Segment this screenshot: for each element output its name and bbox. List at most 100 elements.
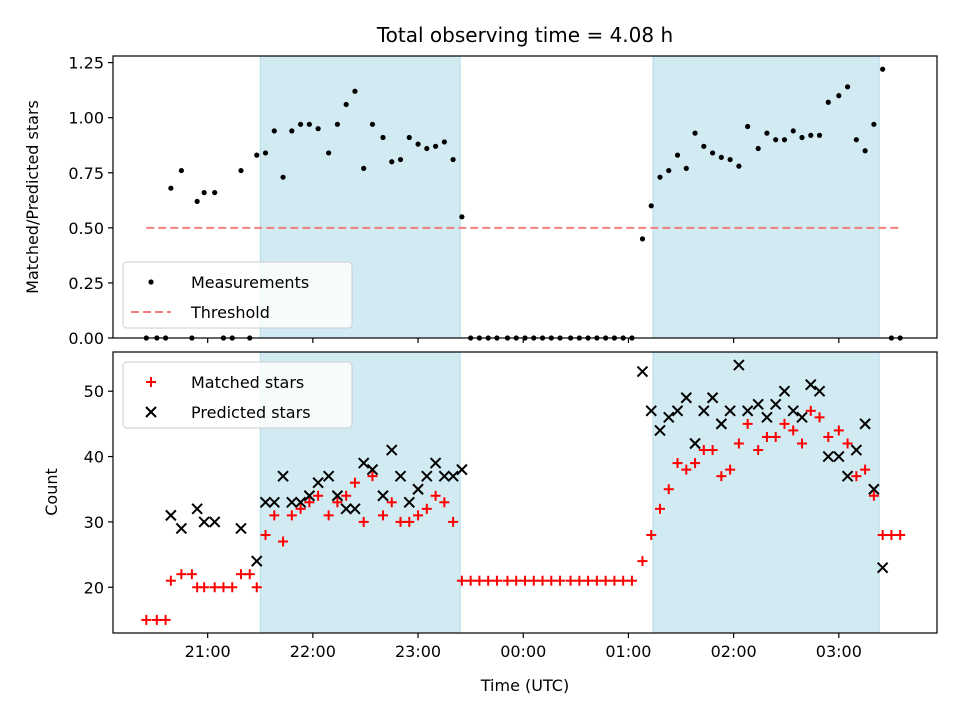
measurement-point	[441, 139, 447, 145]
matched-point	[805, 405, 816, 416]
matched-point	[491, 575, 502, 586]
matched-point	[698, 445, 709, 456]
matched-point	[742, 418, 753, 429]
bottom-y-tick-label: 50	[84, 382, 104, 401]
legend-label: Threshold	[190, 303, 270, 322]
measurement-point	[194, 198, 200, 205]
matched-point	[165, 575, 176, 586]
predicted-point	[386, 444, 398, 456]
matched-point	[377, 510, 388, 521]
matched-point	[528, 575, 539, 586]
measurement-point	[369, 121, 376, 127]
measurement-point	[745, 123, 751, 130]
legend-label: Predicted stars	[191, 403, 311, 422]
measurement-point	[736, 163, 742, 169]
measurement-point	[764, 130, 770, 136]
measurement-point	[639, 236, 646, 242]
predicted-point	[654, 424, 666, 437]
measurement-point	[781, 137, 788, 143]
measurement-point	[648, 203, 654, 209]
predicted-point	[850, 444, 863, 456]
predicted-point	[340, 503, 352, 515]
matched-point	[439, 497, 450, 508]
top-legend-box	[122, 261, 353, 329]
x-tick-label: 22:00	[290, 642, 336, 661]
predicted-point	[394, 470, 407, 482]
predicted-point	[733, 359, 745, 371]
measurement-point	[212, 189, 218, 196]
matched-point	[186, 569, 197, 580]
measurement-point	[880, 66, 886, 72]
predicted-point	[805, 378, 817, 391]
predicted-point	[456, 463, 468, 476]
measurement-point	[361, 165, 367, 171]
matched-point	[349, 477, 360, 488]
measurement-point	[825, 99, 831, 105]
predicted-point	[429, 457, 442, 469]
bottom-y-tick-label: 20	[84, 578, 104, 597]
bottom-axes-frame	[112, 351, 938, 634]
measurement-point	[701, 143, 707, 149]
predicted-point	[403, 496, 415, 509]
matched-point	[176, 569, 187, 580]
matched-point	[386, 497, 397, 508]
predicted-point	[778, 385, 791, 397]
matched-point	[733, 438, 744, 449]
matched-point	[199, 582, 210, 593]
x-tick-label: 02:00	[711, 642, 757, 661]
matched-point	[358, 516, 369, 527]
predicted-point	[680, 392, 693, 404]
predicted-point	[841, 470, 854, 482]
matched-point	[546, 575, 557, 586]
matched-point	[574, 575, 585, 586]
bottom-legend: Matched stars Predicted stars	[122, 361, 353, 429]
matched-point	[823, 431, 834, 442]
predicted-point	[438, 470, 451, 482]
matched-point	[646, 529, 657, 540]
x-axis-label: Time (UTC)	[480, 676, 569, 695]
matched-point	[295, 503, 306, 514]
predicted-point	[796, 411, 808, 424]
matched-point	[404, 516, 415, 527]
matched-point	[600, 575, 611, 586]
legend-label: Measurements	[191, 273, 309, 292]
matched-point	[842, 438, 853, 449]
top-y-tick-label: 1.25	[68, 54, 104, 73]
matched-point	[341, 490, 352, 501]
top-y-tick-label: 0.25	[68, 274, 104, 293]
measurement-point	[709, 150, 716, 156]
top-shaded-window-1	[652, 55, 880, 339]
x-tick-label: 21:00	[185, 642, 231, 661]
matched-point	[618, 575, 629, 586]
measurement-point	[397, 156, 404, 163]
predicted-point	[412, 483, 424, 495]
measurement-point	[168, 185, 174, 191]
predicted-point	[447, 470, 459, 482]
measurement-point	[271, 128, 277, 134]
measurement-point	[871, 121, 877, 127]
predicted-point	[268, 496, 281, 509]
matched-point	[269, 510, 280, 521]
matched-point	[413, 510, 424, 521]
matched-point	[286, 510, 297, 521]
matched-point	[690, 458, 701, 469]
matched-point	[537, 575, 548, 586]
top-axes-frame	[112, 55, 938, 339]
bottom-y-tick-label: 30	[84, 513, 104, 532]
top-y-tick-label: 0.00	[68, 329, 104, 348]
matched-point	[725, 464, 736, 475]
predicted-point	[322, 470, 335, 482]
measurement-point	[816, 132, 823, 138]
matched-point	[244, 569, 255, 580]
matched-point	[868, 490, 879, 501]
measurement-point	[306, 121, 312, 127]
measurement-point	[853, 137, 859, 143]
legend-plus-icon	[146, 377, 156, 387]
measurement-point	[459, 214, 465, 220]
matched-point	[456, 575, 467, 586]
bottom-series-1	[165, 359, 889, 574]
predicted-point	[636, 365, 649, 378]
predicted-point	[175, 522, 188, 535]
matched-point	[753, 445, 764, 456]
measurement-point	[836, 93, 842, 99]
